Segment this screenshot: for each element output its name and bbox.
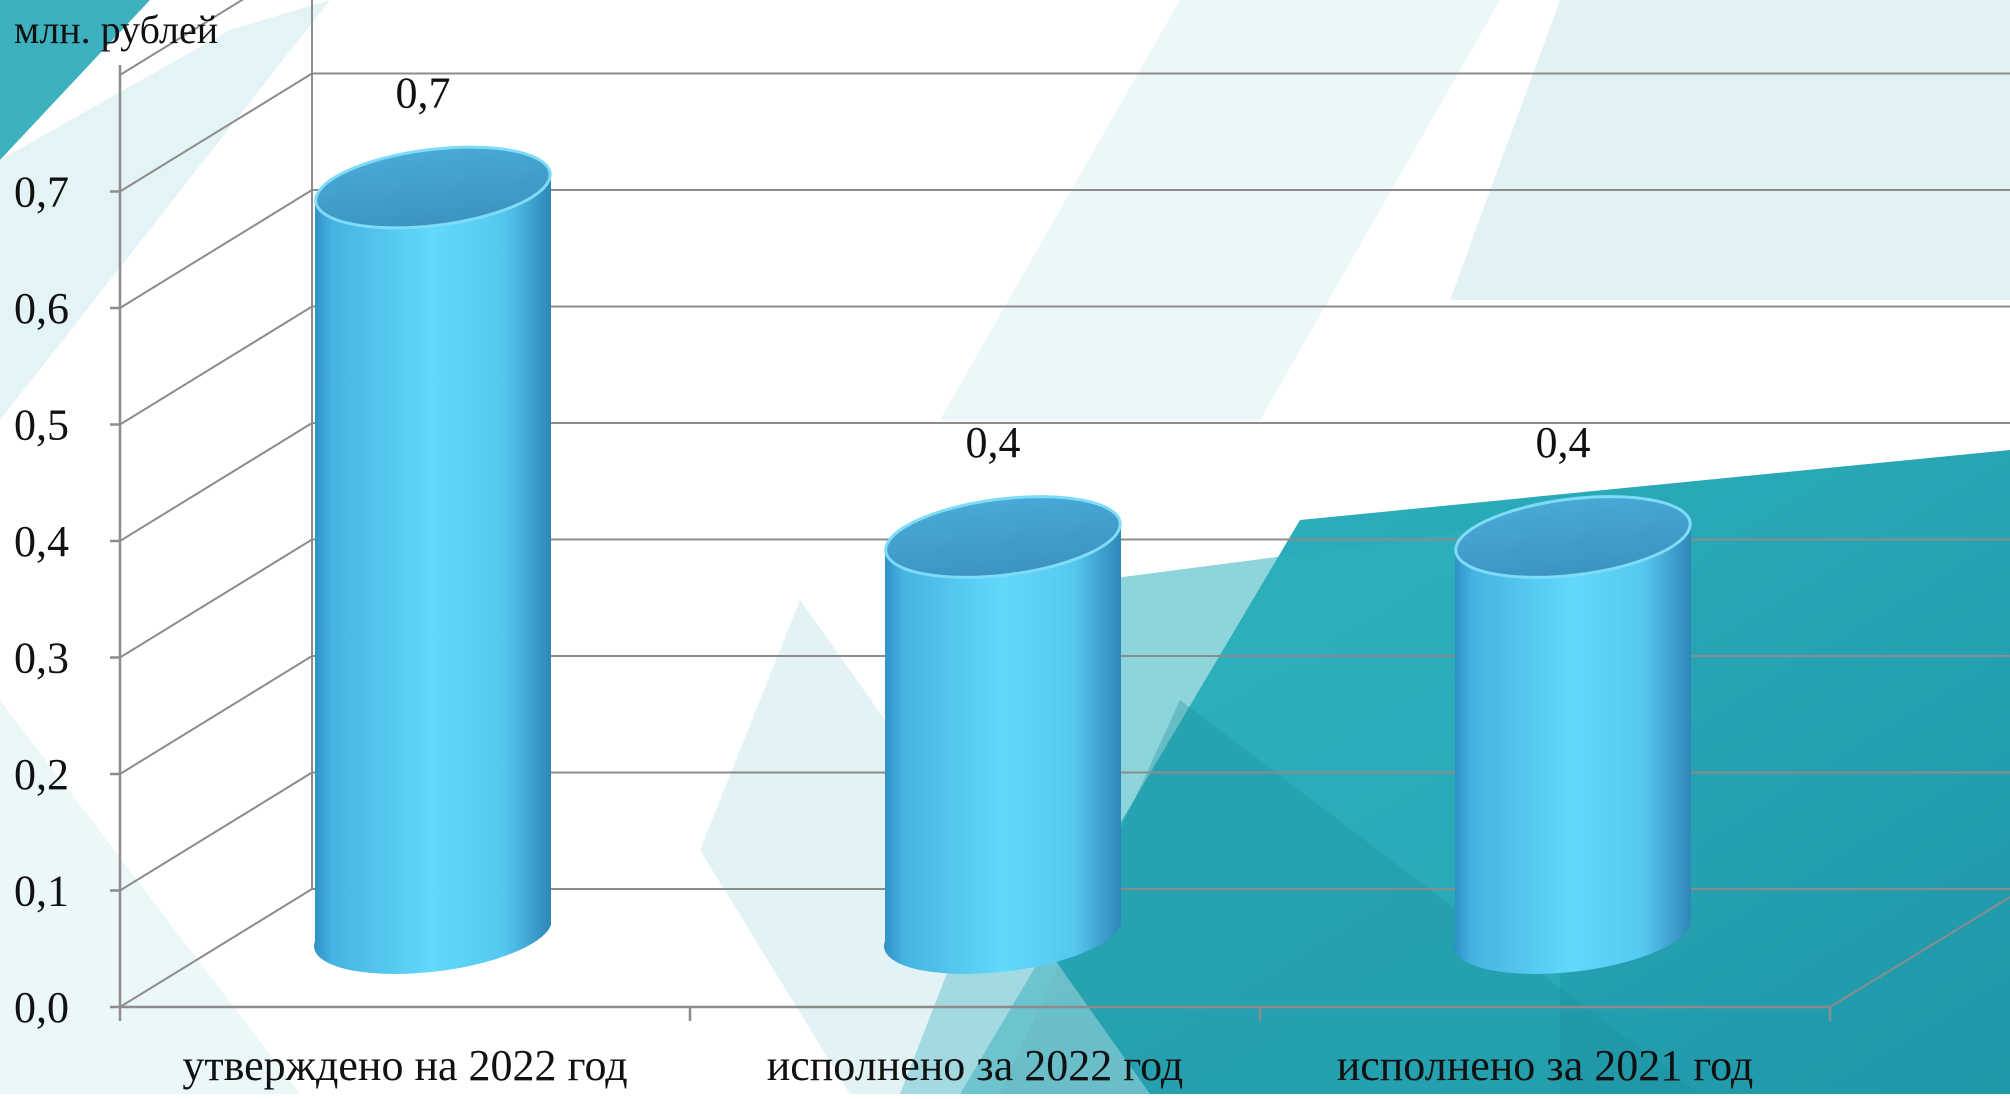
bar-top (884, 495, 1122, 579)
y-axis-tick-labels: 0,0 0,1 0,2 0,3 0,4 0,5 0,6 0,7 (14, 168, 69, 1033)
y-tick-label: 0,7 (14, 168, 69, 217)
category-label: утверждено на 2022 год (182, 1041, 627, 1090)
category-label: исполнено за 2022 год (767, 1041, 1184, 1090)
x-axis-category-labels: утверждено на 2022 год исполнено за 2022 … (182, 1041, 1753, 1090)
y-tick-label: 0,6 (14, 284, 69, 333)
chart-axes (110, 65, 1832, 1021)
gridline-diagonal (119, 888, 313, 1008)
gridline-diagonal (119, 0, 244, 76)
bar-top (1454, 495, 1692, 579)
category-label: исполнено за 2021 год (1337, 1041, 1754, 1090)
bar-cylinder (1454, 495, 1692, 974)
gridline-diagonal (119, 655, 313, 775)
y-tick-label: 0,2 (14, 750, 69, 799)
y-tick-label: 0,4 (14, 517, 69, 566)
bar-top (314, 145, 552, 230)
chart-grid (119, 0, 2010, 1008)
chart-bars (314, 145, 1692, 974)
value-label: 0,4 (1536, 418, 1591, 467)
gridline-diagonal (119, 305, 313, 426)
bar-body (314, 179, 551, 974)
value-label: 0,7 (396, 69, 451, 118)
bar-cylinder (884, 495, 1122, 974)
floor-right-edge (1829, 896, 2010, 1008)
unit-label: млн. рублей (14, 7, 219, 52)
y-tick-label: 0,5 (14, 401, 69, 450)
bar-body (1454, 529, 1691, 974)
y-tick-label: 0,3 (14, 634, 69, 683)
gridline-diagonal (119, 538, 313, 659)
y-tick-label: 0,0 (14, 983, 69, 1032)
gridline-diagonal (119, 422, 313, 542)
gridline-diagonal (119, 189, 313, 309)
value-labels: 0,7 0,4 0,4 (396, 69, 1591, 468)
value-label: 0,4 (966, 418, 1021, 467)
gridline-diagonal (119, 72, 313, 193)
bar-cylinder (314, 145, 552, 974)
bar-body (884, 529, 1121, 974)
y-tick-label: 0,1 (14, 867, 69, 916)
gridline-diagonal (119, 771, 313, 892)
